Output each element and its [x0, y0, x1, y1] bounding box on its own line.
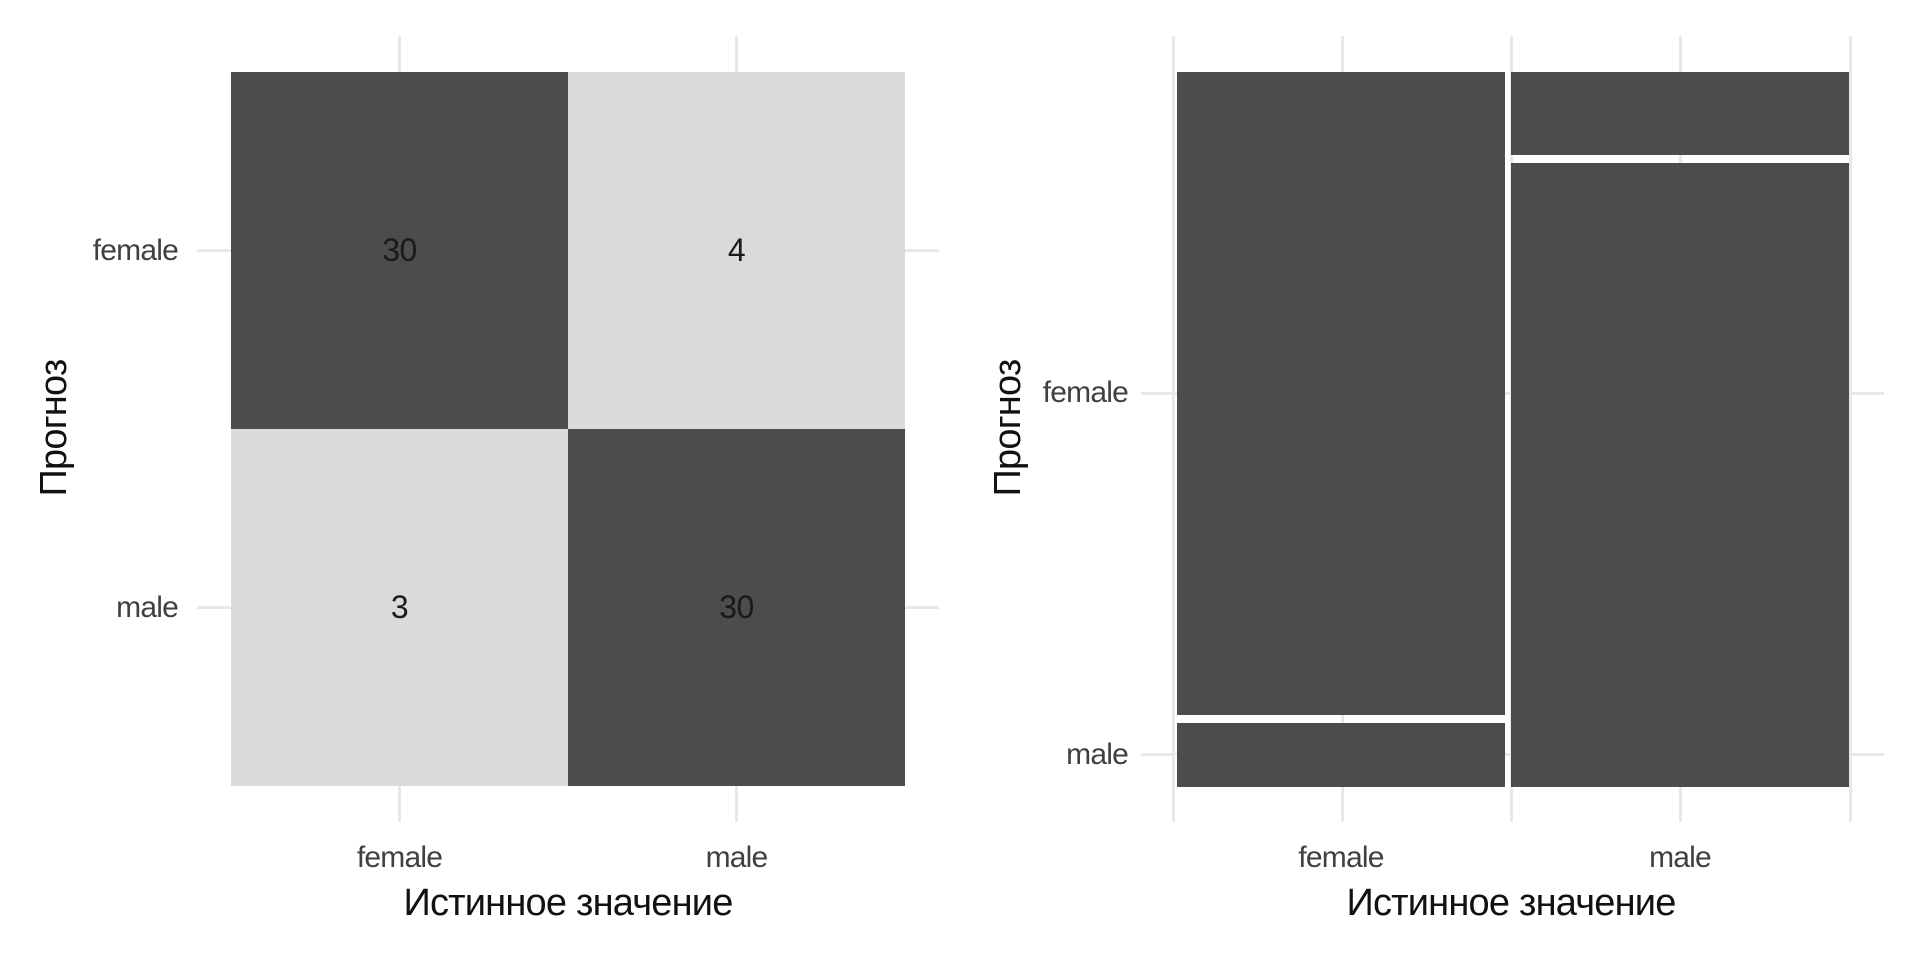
x-tick-label: male — [1649, 841, 1712, 874]
mosaic-rect-male-female — [1177, 722, 1506, 787]
left-x-axis-title: Истинное значение — [403, 882, 733, 924]
mosaic-rect-female-male — [1511, 72, 1849, 156]
cell-value: 4 — [727, 232, 746, 268]
confusion-tile-female-female: 30 — [231, 72, 568, 429]
y-tick-label: male — [116, 590, 179, 624]
right-y-axis-title: Прогноз — [987, 359, 1029, 497]
x-tick-label: female — [356, 841, 443, 874]
confusion-tile-male-female: 3 — [231, 429, 568, 786]
right-x-axis-title: Истинное значение — [1346, 882, 1676, 924]
y-tick-label: female — [92, 233, 179, 267]
y-tick-label: female — [1042, 376, 1129, 410]
cell-value: 30 — [719, 589, 754, 625]
confusion-tile-male-male: 30 — [568, 429, 905, 786]
mosaic-rect-male-male — [1511, 163, 1849, 787]
mosaic-rect-female-female — [1177, 72, 1506, 715]
x-tick-label: male — [705, 841, 769, 874]
left-y-axis-title: Прогноз — [33, 359, 75, 497]
major-gridline-x — [1848, 36, 1852, 822]
cell-value: 30 — [382, 232, 417, 268]
y-tick-label: male — [1066, 737, 1129, 771]
x-tick-label: female — [1298, 841, 1384, 874]
major-gridline-x — [1171, 36, 1175, 822]
cell-value: 3 — [390, 589, 409, 625]
confusion-tile-female-male: 4 — [568, 72, 905, 429]
